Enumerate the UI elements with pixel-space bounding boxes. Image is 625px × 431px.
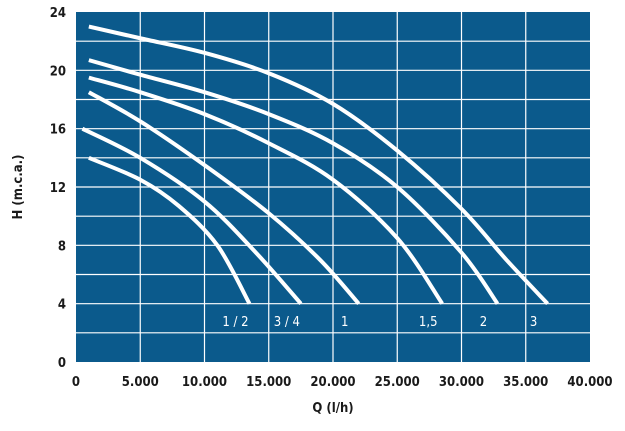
x-tick-label: 10.000 bbox=[182, 375, 227, 390]
y-axis-title: H (m.c.a.) bbox=[11, 155, 26, 220]
x-axis-ticks: 0 5.000 10.000 15.000 20.000 25.000 30.000 35.0… bbox=[72, 375, 613, 390]
curve-label: 2 bbox=[480, 315, 487, 330]
y-tick-label: 0 bbox=[58, 356, 66, 371]
curve-label: 3 bbox=[530, 315, 537, 330]
curve-line bbox=[88, 24, 550, 306]
x-tick-label: 20.000 bbox=[310, 375, 355, 390]
x-tick-label: 30.000 bbox=[439, 375, 484, 390]
curve-line bbox=[87, 90, 361, 305]
y-tick-label: 20 bbox=[50, 64, 66, 79]
curve-label: 1 bbox=[341, 315, 348, 330]
curve-line bbox=[81, 126, 303, 305]
x-tick-label: 0 bbox=[72, 375, 80, 390]
curve-label: 1,5 bbox=[419, 315, 438, 330]
curve-labels: 1 / 2 3 / 4 1 1,5 2 3 bbox=[222, 315, 537, 330]
y-tick-label: 12 bbox=[50, 181, 66, 196]
curve-label: 3 / 4 bbox=[274, 315, 300, 330]
curve-label: 1 / 2 bbox=[222, 315, 248, 330]
y-tick-label: 4 bbox=[58, 298, 66, 313]
x-tick-label: 25.000 bbox=[375, 375, 420, 390]
y-tick-label: 24 bbox=[50, 6, 66, 21]
curve-line bbox=[88, 75, 444, 305]
curve-line bbox=[88, 155, 252, 305]
x-tick-label: 40.000 bbox=[567, 375, 612, 390]
y-axis-ticks: 0 4 8 12 16 20 24 bbox=[50, 6, 66, 371]
y-tick-label: 8 bbox=[58, 239, 66, 254]
curves bbox=[81, 24, 550, 306]
x-tick-label: 5.000 bbox=[122, 375, 159, 390]
x-tick-label: 15.000 bbox=[246, 375, 291, 390]
x-axis-title: Q (l/h) bbox=[312, 401, 353, 416]
curve-line bbox=[88, 58, 500, 305]
x-tick-label: 35.000 bbox=[503, 375, 548, 390]
y-tick-label: 16 bbox=[50, 123, 66, 138]
